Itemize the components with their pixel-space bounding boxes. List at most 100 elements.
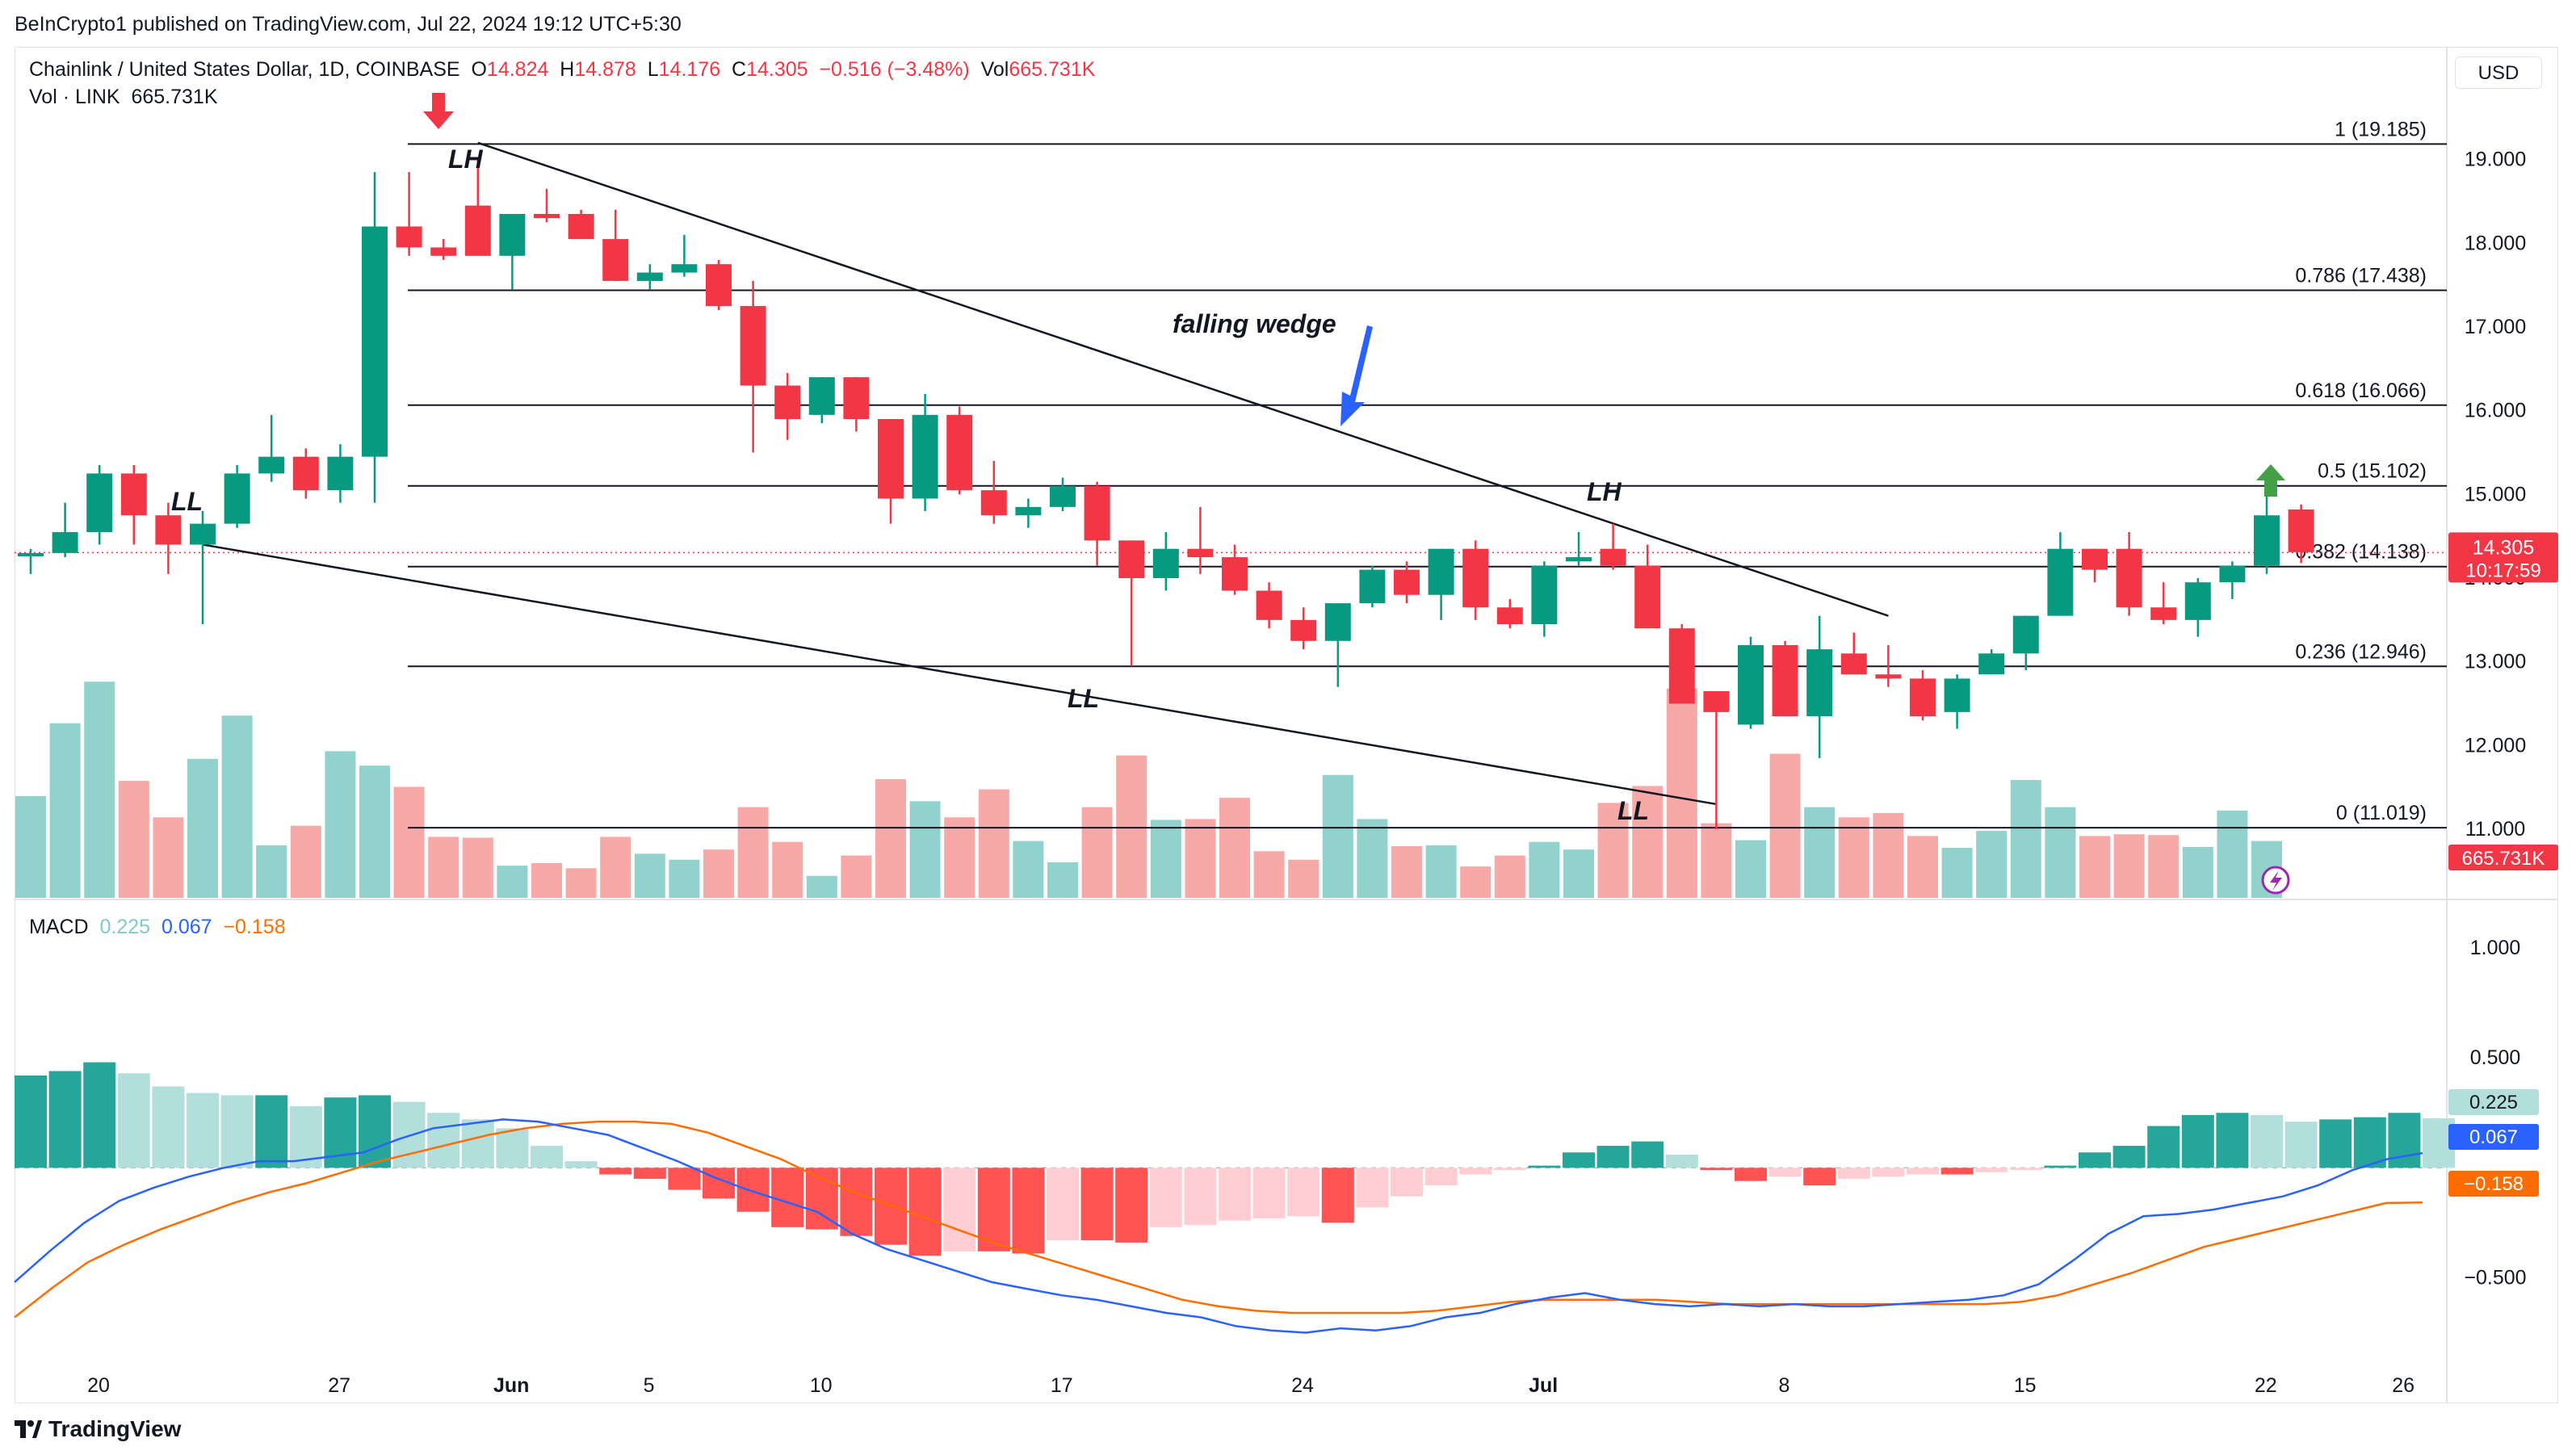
wedge-lower-trendline [202,543,1717,806]
volume-bar [221,715,253,898]
macd-histogram-bar [496,1128,529,1168]
volume-badge-value: 665.731K [2462,848,2545,870]
candle-body [1600,548,1626,566]
candle-body [2254,515,2280,566]
candle-body [2150,607,2177,620]
volume-bar [1185,819,1216,898]
candle-body [362,226,388,457]
price-axis-tick: 15.000 [2465,483,2526,505]
volume-legend-label[interactable]: Vol · LINK [29,86,120,108]
candle-body [602,239,629,281]
volume-bar [1288,859,1319,898]
volume-bar [841,855,872,898]
time-axis-tick: 5 [644,1374,655,1397]
volume-bar [1632,786,1663,898]
macd-legend-label[interactable]: MACD [29,916,89,938]
macd-histogram-bar [2147,1126,2180,1168]
candle-body [568,213,594,240]
macd-histogram-bar [2044,1165,2077,1168]
currency-button[interactable]: USD [2455,57,2542,89]
macd-histogram-bar [1596,1146,1630,1168]
time-axis-tick: 27 [328,1374,350,1397]
macd-histogram-bar [1424,1168,1458,1186]
current-price-value: 14.305 [2473,536,2534,559]
volume-bar [2045,807,2076,898]
macd-histogram-bar [187,1092,219,1168]
macd-histogram-bar [943,1168,976,1252]
time-axis-tick: 20 [87,1374,110,1397]
volume-bar [1873,813,1904,898]
candle-body [1050,485,1076,507]
macd-line [14,1118,2423,1334]
candle-body [120,473,147,516]
macd-histogram-bar [1219,1168,1251,1221]
candle-body [396,226,422,248]
macd-histogram-bar [2353,1117,2386,1168]
close-value: 14.305 [746,58,808,81]
volume-bar [1666,688,1697,898]
volume-bar [1494,855,1525,898]
volume-bar [600,837,631,898]
time-axis-tick: 10 [810,1374,833,1397]
candle-body [1222,557,1248,591]
macd-histogram-bar [771,1168,804,1227]
macd-histogram-bar [1940,1168,1974,1175]
tradingview-logo[interactable]: TradingView [15,1416,181,1442]
tradingview-mark-icon [15,1418,42,1438]
candle-body [2116,548,2142,608]
volume-bar [772,841,803,898]
macd-histogram-bar [1975,1168,2008,1172]
volume-badge [2448,845,2558,870]
volume-bar [359,765,390,898]
volume-bar [634,853,665,898]
macd-histogram-bar [977,1168,1010,1252]
symbol-name[interactable]: Chainlink / United States Dollar, 1D, CO… [29,58,460,81]
volume-bar [875,779,906,898]
price-axis-tick: 18.000 [2465,232,2526,254]
candle-body [2047,548,2074,616]
volume-bar [1425,845,1457,898]
macd-histogram-bar [1047,1168,1079,1241]
candle-body [2082,548,2108,570]
macd-histogram-bar [1493,1168,1526,1171]
price-chart[interactable]: 1 (19.185) 0.786 (17.438) 0.618 (16.066) 0.… [0,0,2576,1405]
macd-histogram-bar [908,1168,942,1256]
annotation-ll-3: LL [1617,796,1649,825]
macd-histogram-bar [2009,1168,2042,1171]
macd-axis-tick: −0.500 [2464,1266,2526,1289]
volume-bar [909,801,941,898]
candle-body [1394,569,1420,595]
candle-body [1118,540,1145,578]
macd-histogram-bar [1115,1168,1148,1243]
volume-bar [2079,836,2110,898]
candle-body [774,385,801,419]
candle-body [980,490,1007,516]
macd-histogram-bar [15,1075,47,1168]
tradingview-wordmark: TradingView [48,1416,182,1441]
macd-histogram-bar [1149,1168,1182,1227]
candle-body [327,456,354,491]
candle-body [1187,548,1214,558]
volume-bar [497,866,528,898]
time-axis-tick: Jun [493,1374,529,1397]
time-axis-tick: 24 [1291,1374,1314,1397]
macd-histogram-bar [2251,1114,2283,1168]
annotation-falling-wedge: falling wedge [1173,309,1336,338]
candle-body [1256,590,1282,620]
volume-bar [1597,803,1629,898]
macd-histogram-bar [152,1086,185,1168]
volume-bar [1150,820,1181,898]
macd-histogram-bar [1356,1168,1389,1208]
candle-body [1531,565,1558,625]
candle-body [1875,674,1902,679]
volume-bar [669,859,700,898]
change-value: −0.516 (−3.48%) [819,58,970,81]
macd-histogram-bar [1768,1168,1802,1177]
candle-body [1910,678,1936,717]
candle-body [740,306,766,386]
macd-histogram-bar [599,1168,632,1175]
candle-body [1015,506,1042,516]
macd-histogram-bar [668,1168,701,1190]
volume-bar [84,681,115,898]
candle-body [2184,582,2211,620]
